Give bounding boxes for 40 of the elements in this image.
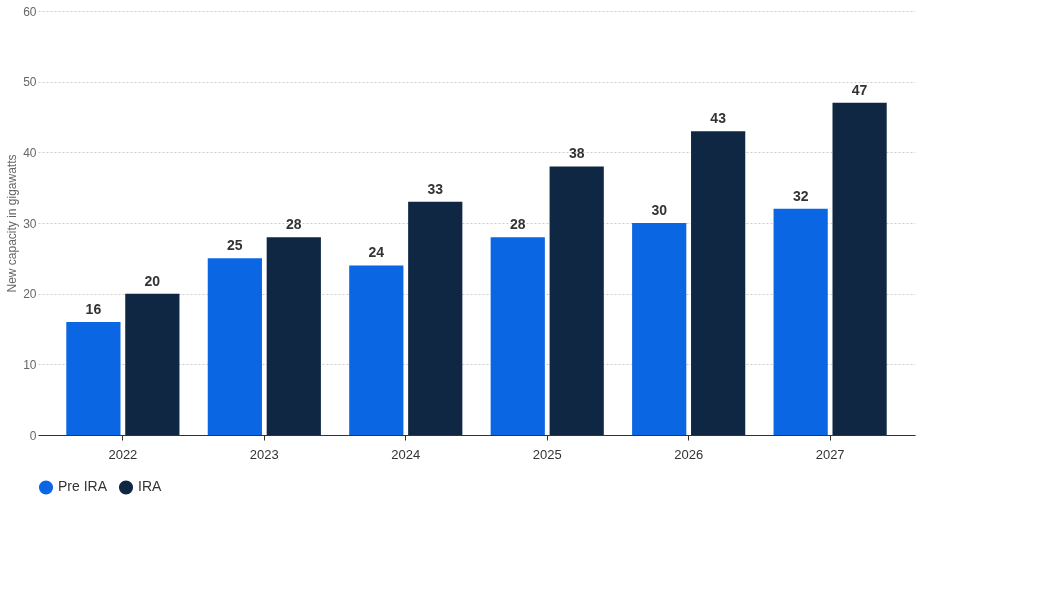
bar xyxy=(207,258,262,435)
bar xyxy=(549,166,604,435)
data-label: 43 xyxy=(710,110,727,127)
bar xyxy=(490,237,545,435)
y-tick-label: 40 xyxy=(23,145,37,160)
y-tick-label: 0 xyxy=(29,428,37,443)
y-tick-label: 20 xyxy=(23,287,37,302)
y-tick-label: 50 xyxy=(23,75,37,90)
y-tick-label: 60 xyxy=(23,4,37,19)
data-label: 20 xyxy=(144,272,161,289)
x-tick-label: 2022 xyxy=(108,446,138,462)
bar xyxy=(691,131,746,435)
data-label: 28 xyxy=(509,216,526,233)
data-label: 28 xyxy=(286,216,302,233)
data-label: 16 xyxy=(85,300,102,317)
data-label: 33 xyxy=(427,180,444,197)
y-tick-label: 10 xyxy=(23,357,37,372)
bar xyxy=(266,237,321,435)
bar xyxy=(773,208,828,435)
y-axis-title: New capacity in gigawatts xyxy=(5,154,20,293)
x-tick-label: 2024 xyxy=(391,446,421,462)
y-tick-label: 30 xyxy=(23,216,37,231)
data-label: 38 xyxy=(568,145,585,162)
data-label: 32 xyxy=(792,187,809,204)
x-tick-label: 2023 xyxy=(249,446,279,462)
bar xyxy=(66,321,121,435)
legend-label: IRA xyxy=(138,478,162,495)
x-tick-label: 2027 xyxy=(815,446,845,462)
data-label: 47 xyxy=(851,81,868,98)
bar xyxy=(832,102,887,435)
data-label: 25 xyxy=(227,237,243,254)
data-label: 30 xyxy=(651,202,668,218)
data-label: 24 xyxy=(368,244,385,261)
bar xyxy=(349,265,404,435)
bar xyxy=(408,201,463,435)
bar xyxy=(632,223,687,435)
legend-label: Pre IRA xyxy=(58,478,108,495)
x-tick-label: 2026 xyxy=(674,446,704,462)
bar xyxy=(125,293,180,435)
x-tick-label: 2025 xyxy=(532,446,562,462)
